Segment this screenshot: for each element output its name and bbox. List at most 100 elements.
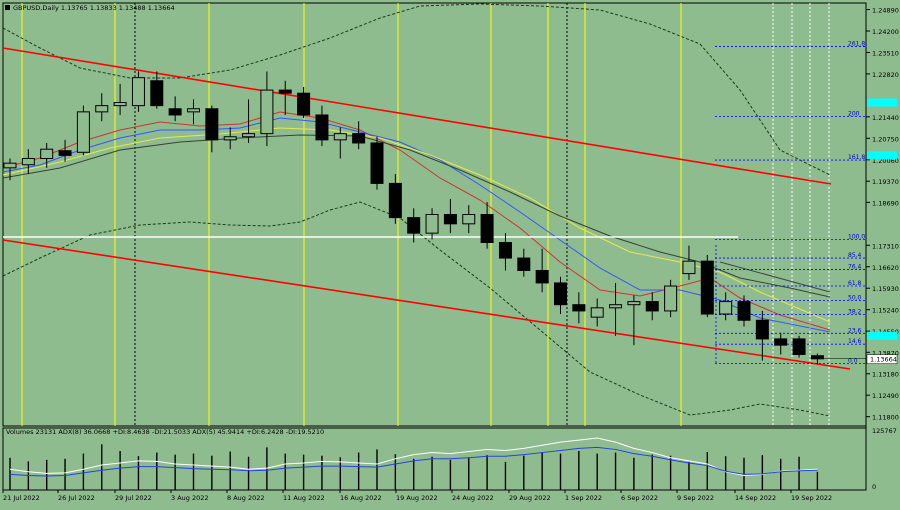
candle-body[interactable] (535, 269, 549, 284)
candle-body[interactable] (755, 319, 769, 340)
candle-body[interactable] (480, 214, 494, 243)
indicator-axis-top: 125767 (872, 427, 897, 435)
time-axis-label: 6 Sep 2022 (621, 494, 658, 502)
fib-level-label: 50.0 (848, 294, 862, 301)
channel-upper-line[interactable] (2, 47, 832, 185)
candle-body[interactable] (352, 133, 366, 144)
candle-body[interactable] (113, 102, 127, 107)
candle-body[interactable] (205, 108, 219, 141)
candle-body[interactable] (609, 304, 623, 309)
chart-menu-icon[interactable] (5, 5, 10, 10)
price-axis-label: 1.13180 (872, 371, 899, 379)
candle-body[interactable] (774, 338, 788, 346)
candle-body[interactable] (223, 136, 237, 141)
time-axis-label: 9 Sep 2022 (677, 494, 714, 502)
fib-level-label: 261.8 (848, 41, 865, 48)
candle-body[interactable] (3, 162, 17, 169)
trend-line-gray (719, 261, 831, 293)
indicator-legend: Volumes 23131 ADX(8) 36.0668 +DI:8.4638 … (6, 428, 324, 436)
time-axis-label: 14 Sep 2022 (735, 494, 776, 502)
time-axis-label: 3 Aug 2022 (171, 494, 209, 502)
candle-body[interactable] (168, 108, 182, 116)
current-price-label: 1.13664 (870, 356, 897, 364)
current-price-tag[interactable] (866, 354, 898, 364)
candle-body[interactable] (278, 89, 292, 94)
candle-body[interactable] (131, 77, 145, 107)
candle-body[interactable] (572, 304, 586, 312)
candle-body[interactable] (517, 257, 531, 271)
candle-body[interactable] (682, 260, 696, 275)
price-axis-label: 1.23510 (872, 49, 899, 57)
time-axis-label: 11 Aug 2022 (283, 494, 325, 502)
price-axis-label: 1.20060 (872, 157, 899, 165)
candle-body[interactable] (58, 150, 72, 156)
time-axis-label: 29 Aug 2022 (509, 494, 551, 502)
fib-level-label: 61.8 (848, 280, 862, 287)
price-axis-label: 1.12490 (872, 392, 899, 400)
candle-body[interactable] (370, 142, 384, 184)
fib-level-label: 100.0 (848, 233, 865, 240)
candle-body[interactable] (21, 158, 35, 166)
candle-body[interactable] (297, 92, 311, 116)
price-marker-tag (867, 151, 897, 160)
fib-level-label: 76.4 (848, 264, 862, 271)
fib-level-label: 85.4 (848, 252, 862, 259)
candle-body[interactable] (407, 217, 421, 234)
candle-body[interactable] (425, 214, 439, 234)
fib-level-label: 200 (848, 111, 860, 118)
candle-body[interactable] (40, 148, 54, 160)
candle-body[interactable] (443, 214, 457, 225)
time-axis-label: 19 Sep 2022 (791, 494, 832, 502)
fib-level-label: 161.8 (848, 154, 865, 161)
symbol-header: GBPUSD,Daily 1.13765 1.13833 1.13488 1.1… (13, 4, 175, 12)
price-axis-label: 1.18690 (872, 199, 899, 207)
price-axis-label: 1.16620 (872, 264, 899, 272)
candle-body[interactable] (187, 108, 200, 113)
ma-red-line (2, 111, 831, 331)
candle-body[interactable] (95, 105, 109, 113)
candle-body[interactable] (260, 89, 274, 135)
price-axis-label: 1.24890 (872, 7, 899, 15)
upper-band-line (2, 3, 831, 176)
time-axis-label: 19 Aug 2022 (396, 494, 438, 502)
time-axis-label: 24 Aug 2022 (452, 494, 494, 502)
price-axis-label: 1.20750 (872, 135, 899, 143)
candle-body[interactable] (719, 301, 733, 315)
fib-level-label: 38.2 (848, 309, 862, 316)
price-axis-label: 1.22820 (872, 71, 899, 79)
candle-body[interactable] (150, 80, 164, 107)
adx-line (9, 437, 818, 476)
candle-body[interactable] (700, 260, 714, 315)
price-axis-label: 1.13870 (872, 349, 899, 357)
candle-body[interactable] (737, 301, 751, 321)
price-axis-label: 1.24200 (872, 28, 899, 36)
candle-body[interactable] (645, 301, 659, 312)
candle-body[interactable] (590, 307, 604, 318)
candle-body[interactable] (333, 133, 347, 141)
candle-body[interactable] (810, 355, 824, 360)
price-axis-label: 1.21440 (872, 114, 899, 122)
channel-lower-line[interactable] (2, 239, 851, 370)
price-axis-label: 1.17310 (872, 242, 899, 250)
di-line (9, 446, 818, 477)
fib-level-label: 23.6 (848, 327, 862, 334)
candle-body[interactable] (315, 114, 329, 141)
time-axis-label: 26 Jul 2022 (58, 494, 95, 502)
time-axis-label: 21 Jul 2022 (3, 494, 40, 502)
price-axis-label: 1.15930 (872, 285, 899, 293)
candle-body[interactable] (76, 111, 90, 153)
candle-body[interactable] (462, 214, 476, 225)
candle-body[interactable] (498, 241, 512, 259)
candle-body[interactable] (792, 338, 806, 355)
time-axis-label: 29 Jul 2022 (115, 494, 152, 502)
candle-body[interactable] (554, 282, 567, 306)
time-axis-label: 1 Sep 2022 (565, 494, 602, 502)
candle-body[interactable] (388, 182, 402, 219)
candle-body[interactable] (242, 133, 256, 138)
candle-body[interactable] (627, 301, 641, 306)
candle-body[interactable] (664, 285, 678, 312)
fib-level-label: 14.6 (848, 338, 862, 345)
price-axis-label: 1.19370 (872, 178, 899, 186)
